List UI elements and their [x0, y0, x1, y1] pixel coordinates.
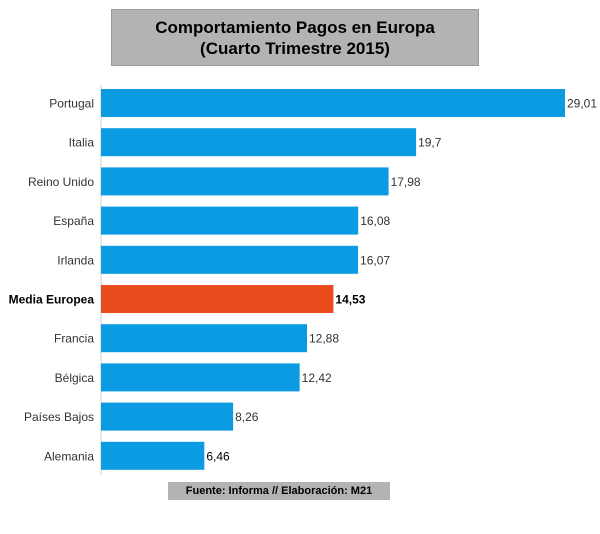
bar-5 [101, 245, 359, 274]
value-label-8: 12,42 [302, 371, 332, 385]
bar-4 [101, 206, 359, 235]
bar-1 [101, 89, 565, 117]
category-label-1: Portugal [49, 97, 94, 111]
chart-subtitle: (Cuarto Trimestre 2015) [200, 38, 390, 58]
bar-9 [101, 402, 234, 431]
value-label-6: 14,53 [335, 293, 365, 307]
category-label-7: Francia [54, 332, 94, 346]
bar-2 [101, 128, 417, 157]
chart-title-box: Comportamiento Pagos en Europa (Cuarto T… [111, 9, 479, 66]
category-label-5: Irlanda [57, 253, 94, 267]
category-label-8: Bélgica [55, 371, 95, 385]
bar-6 [101, 285, 334, 313]
value-label-3: 17,98 [391, 175, 421, 189]
value-label-10: 6,46 [206, 449, 230, 463]
chart-title: Comportamiento Pagos en Europa [155, 17, 435, 37]
value-label-5: 16,07 [360, 253, 390, 267]
value-label-9: 8,26 [235, 410, 259, 424]
bar-7 [101, 324, 308, 353]
source-note: Fuente: Informa // Elaboración: M21 [168, 482, 390, 500]
value-label-2: 19,7 [418, 136, 442, 150]
value-label-7: 12,88 [309, 332, 339, 346]
bar-8 [101, 363, 300, 392]
bar-3 [101, 167, 389, 196]
category-label-9: Países Bajos [24, 410, 94, 424]
category-label-2: Italia [69, 136, 95, 150]
bar-10 [101, 441, 205, 470]
category-label-10: Alemania [44, 449, 94, 463]
value-label-4: 16,08 [360, 214, 390, 228]
category-label-4: España [53, 214, 94, 228]
category-label-6: Media Europea [9, 293, 95, 307]
value-label-1: 29,01 [567, 97, 597, 111]
category-label-3: Reino Unido [28, 175, 94, 189]
